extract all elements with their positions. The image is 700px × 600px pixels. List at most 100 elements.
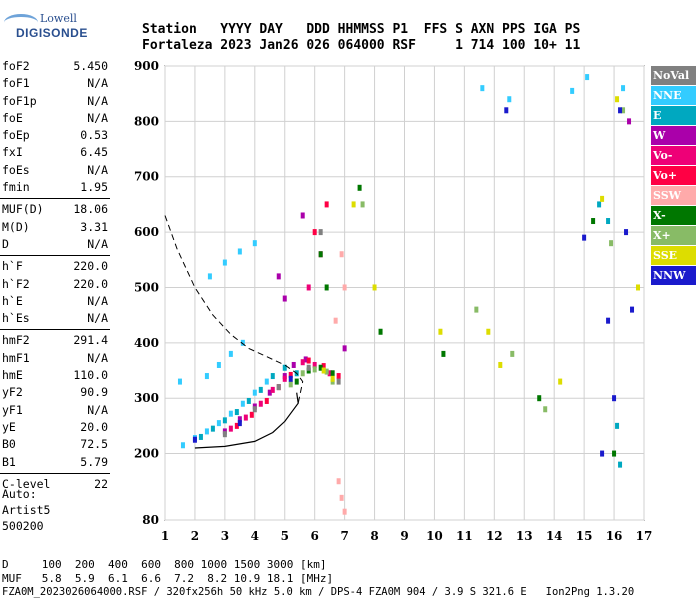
data-point [342, 345, 347, 352]
x-tick-label: 12 [486, 529, 503, 543]
param-row: C-level 22 [0, 476, 110, 493]
data-point [339, 494, 344, 501]
param-row: fxI 6.45 [0, 144, 110, 161]
y-tick-label: 700 [134, 170, 159, 184]
data-point [207, 273, 212, 280]
data-point [252, 406, 257, 413]
data-point [180, 442, 185, 449]
data-point [438, 328, 443, 335]
param-value: N/A [87, 110, 108, 125]
param-value: 22 [94, 476, 108, 491]
y-tick-label: 200 [134, 447, 159, 461]
header-labels: Station YYYY DAY DDD HHMMSS P1 FFS S AXN… [142, 22, 581, 37]
data-point [276, 384, 281, 391]
data-point [441, 350, 446, 357]
data-point [276, 273, 281, 280]
param-name: h`E [2, 293, 23, 308]
data-point [318, 364, 323, 371]
data-point [300, 370, 305, 377]
data-point [249, 411, 254, 418]
legend-item: W [651, 126, 696, 145]
param-separator [0, 255, 110, 257]
data-point [234, 409, 239, 416]
param-value: 110.0 [73, 368, 108, 383]
legend-item: SSE [651, 246, 696, 265]
x-tick-label: 6 [311, 529, 319, 543]
distance-row: D 100 200 400 600 800 1000 1500 3000 [km… [2, 558, 327, 571]
legend-item: X+ [651, 226, 696, 245]
data-point [570, 87, 575, 94]
param-name: M(D) [2, 219, 30, 234]
data-point [357, 184, 362, 191]
data-point [210, 425, 215, 432]
data-point [330, 370, 335, 377]
data-point [543, 406, 548, 413]
data-point [300, 212, 305, 219]
x-tick-label: 3 [221, 529, 229, 543]
param-name: foF2 [2, 59, 30, 73]
data-point [234, 422, 239, 429]
data-point [324, 284, 329, 291]
legend-item: NNW [651, 266, 696, 285]
param-value: 6.45 [80, 145, 108, 160]
param-value: 3.31 [80, 219, 108, 234]
data-point [282, 375, 287, 382]
param-name: hmE [2, 368, 23, 383]
data-point [618, 461, 623, 468]
data-point [252, 240, 257, 247]
data-point [621, 85, 626, 92]
y-tick-label: 600 [134, 225, 159, 239]
param-row: M(D) 3.31 [0, 219, 110, 236]
param-value: 72.5 [80, 437, 108, 452]
data-point [333, 317, 338, 324]
data-point [198, 433, 203, 440]
data-point [342, 508, 347, 515]
data-point [204, 373, 209, 380]
x-tick-label: 2 [191, 529, 199, 543]
data-point [291, 361, 296, 368]
x-tick-label: 11 [456, 529, 473, 543]
x-tick-label: 4 [251, 529, 259, 543]
x-tick-label: 14 [546, 529, 563, 543]
data-point [246, 397, 251, 404]
param-value: N/A [87, 93, 108, 108]
y-tick-label: 500 [134, 280, 159, 294]
data-point [318, 229, 323, 236]
y-tick-label: 900 [134, 59, 159, 73]
param-name: h`F2 [2, 276, 30, 291]
legend-item: SSW [651, 186, 696, 205]
param-name: foF1 [2, 76, 30, 91]
data-point [282, 364, 287, 371]
legend-item: NoVal [651, 66, 696, 85]
param-row: foF1p N/A [0, 93, 110, 110]
data-point [504, 107, 509, 114]
data-point [372, 284, 377, 291]
data-point [270, 373, 275, 380]
data-point [480, 85, 485, 92]
data-point [288, 375, 293, 382]
data-point [321, 367, 326, 374]
param-row: h`Es N/A [0, 310, 110, 327]
param-row: B1 5.79 [0, 454, 110, 471]
param-row: yE 20.0 [0, 419, 110, 436]
data-point [600, 195, 605, 202]
data-point [216, 420, 221, 427]
muf-row: MUF 5.8 5.9 6.1 6.6 7.2 8.2 10.9 18.1 [M… [2, 572, 334, 585]
data-point [498, 361, 503, 368]
data-point [237, 420, 242, 427]
data-point [306, 364, 311, 371]
y-tick-label: 300 [134, 391, 159, 405]
data-point [582, 234, 587, 241]
data-point [486, 328, 491, 335]
data-point [264, 378, 269, 385]
data-point [324, 368, 329, 375]
param-value: N/A [87, 402, 108, 417]
data-point [342, 284, 347, 291]
data-point [288, 371, 293, 378]
param-name: D [2, 236, 9, 251]
param-value: 291.4 [73, 333, 108, 348]
legend-item: E [651, 106, 696, 125]
param-row: foF2 5.450 [0, 58, 110, 75]
param-name: fxI [2, 145, 23, 160]
